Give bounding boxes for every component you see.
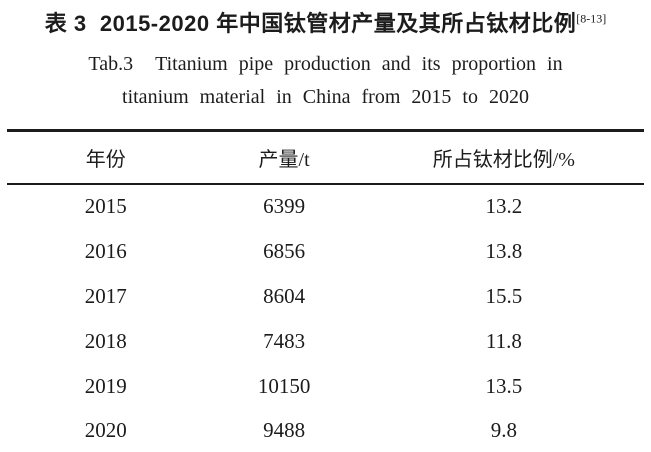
cell-year: 2019 <box>84 373 127 398</box>
cell-year: 2015 <box>84 194 127 218</box>
data-table: 年份 产量/t 所占钛材比例/% 2015 6399 13.2 2016 685… <box>7 129 644 452</box>
cell-proportion: 13.8 <box>485 238 523 263</box>
citation-superscript: [8-13] <box>576 11 607 26</box>
table-container: 年份 产量/t 所占钛材比例/% 2015 6399 13.2 2016 685… <box>7 129 644 452</box>
cell-production: 6399 <box>263 194 306 218</box>
column-header-proportion: 所占钛材比例/% <box>432 148 575 171</box>
table-row: 2015 6399 13.2 <box>7 184 644 229</box>
cell-year: 2018 <box>84 328 127 353</box>
cell-production: 9488 <box>263 417 306 442</box>
table-row: 2020 9488 9.8 <box>7 409 644 452</box>
table-row: 2019 10150 13.5 <box>7 364 644 409</box>
table-row: 2017 8604 15.5 <box>7 274 644 319</box>
cell-production: 7483 <box>263 328 306 353</box>
table-title-chinese: 表 3 2015-2020 年中国钛管材产量及其所占钛材比例[8-13] <box>0 8 651 40</box>
cell-proportion: 11.8 <box>485 328 522 353</box>
table-header: 年份 产量/t 所占钛材比例/% <box>7 131 644 184</box>
table-row: 2018 7483 11.8 <box>7 319 644 364</box>
table-header-row: 年份 产量/t 所占钛材比例/% <box>7 131 644 184</box>
table-title-english-line1: Tab.3 Titanium pipe production and its p… <box>88 53 563 75</box>
table-title-chinese-text: 表 3 2015-2020 年中国钛管材产量及其所占钛材比例 <box>44 11 577 36</box>
cell-production: 8604 <box>263 283 306 308</box>
cell-proportion: 13.5 <box>485 373 523 398</box>
column-header-year: 年份 <box>85 148 126 171</box>
table-row: 2016 6856 13.8 <box>7 229 644 274</box>
cell-year: 2017 <box>84 283 127 308</box>
cell-production: 6856 <box>263 238 306 263</box>
cell-proportion: 13.2 <box>485 194 523 218</box>
table-title-english: Tab.3 Titanium pipe production and its p… <box>0 48 651 114</box>
cell-production: 10150 <box>257 373 311 398</box>
cell-proportion: 9.8 <box>490 417 517 442</box>
cell-proportion: 15.5 <box>485 283 523 308</box>
table-title-english-line2: titanium material in China from 2015 to … <box>122 86 529 108</box>
table-body: 2015 6399 13.2 2016 6856 13.8 2017 8604 … <box>7 184 644 452</box>
column-header-production: 产量/t <box>258 148 310 171</box>
cell-year: 2020 <box>84 417 127 442</box>
cell-year: 2016 <box>84 238 127 263</box>
